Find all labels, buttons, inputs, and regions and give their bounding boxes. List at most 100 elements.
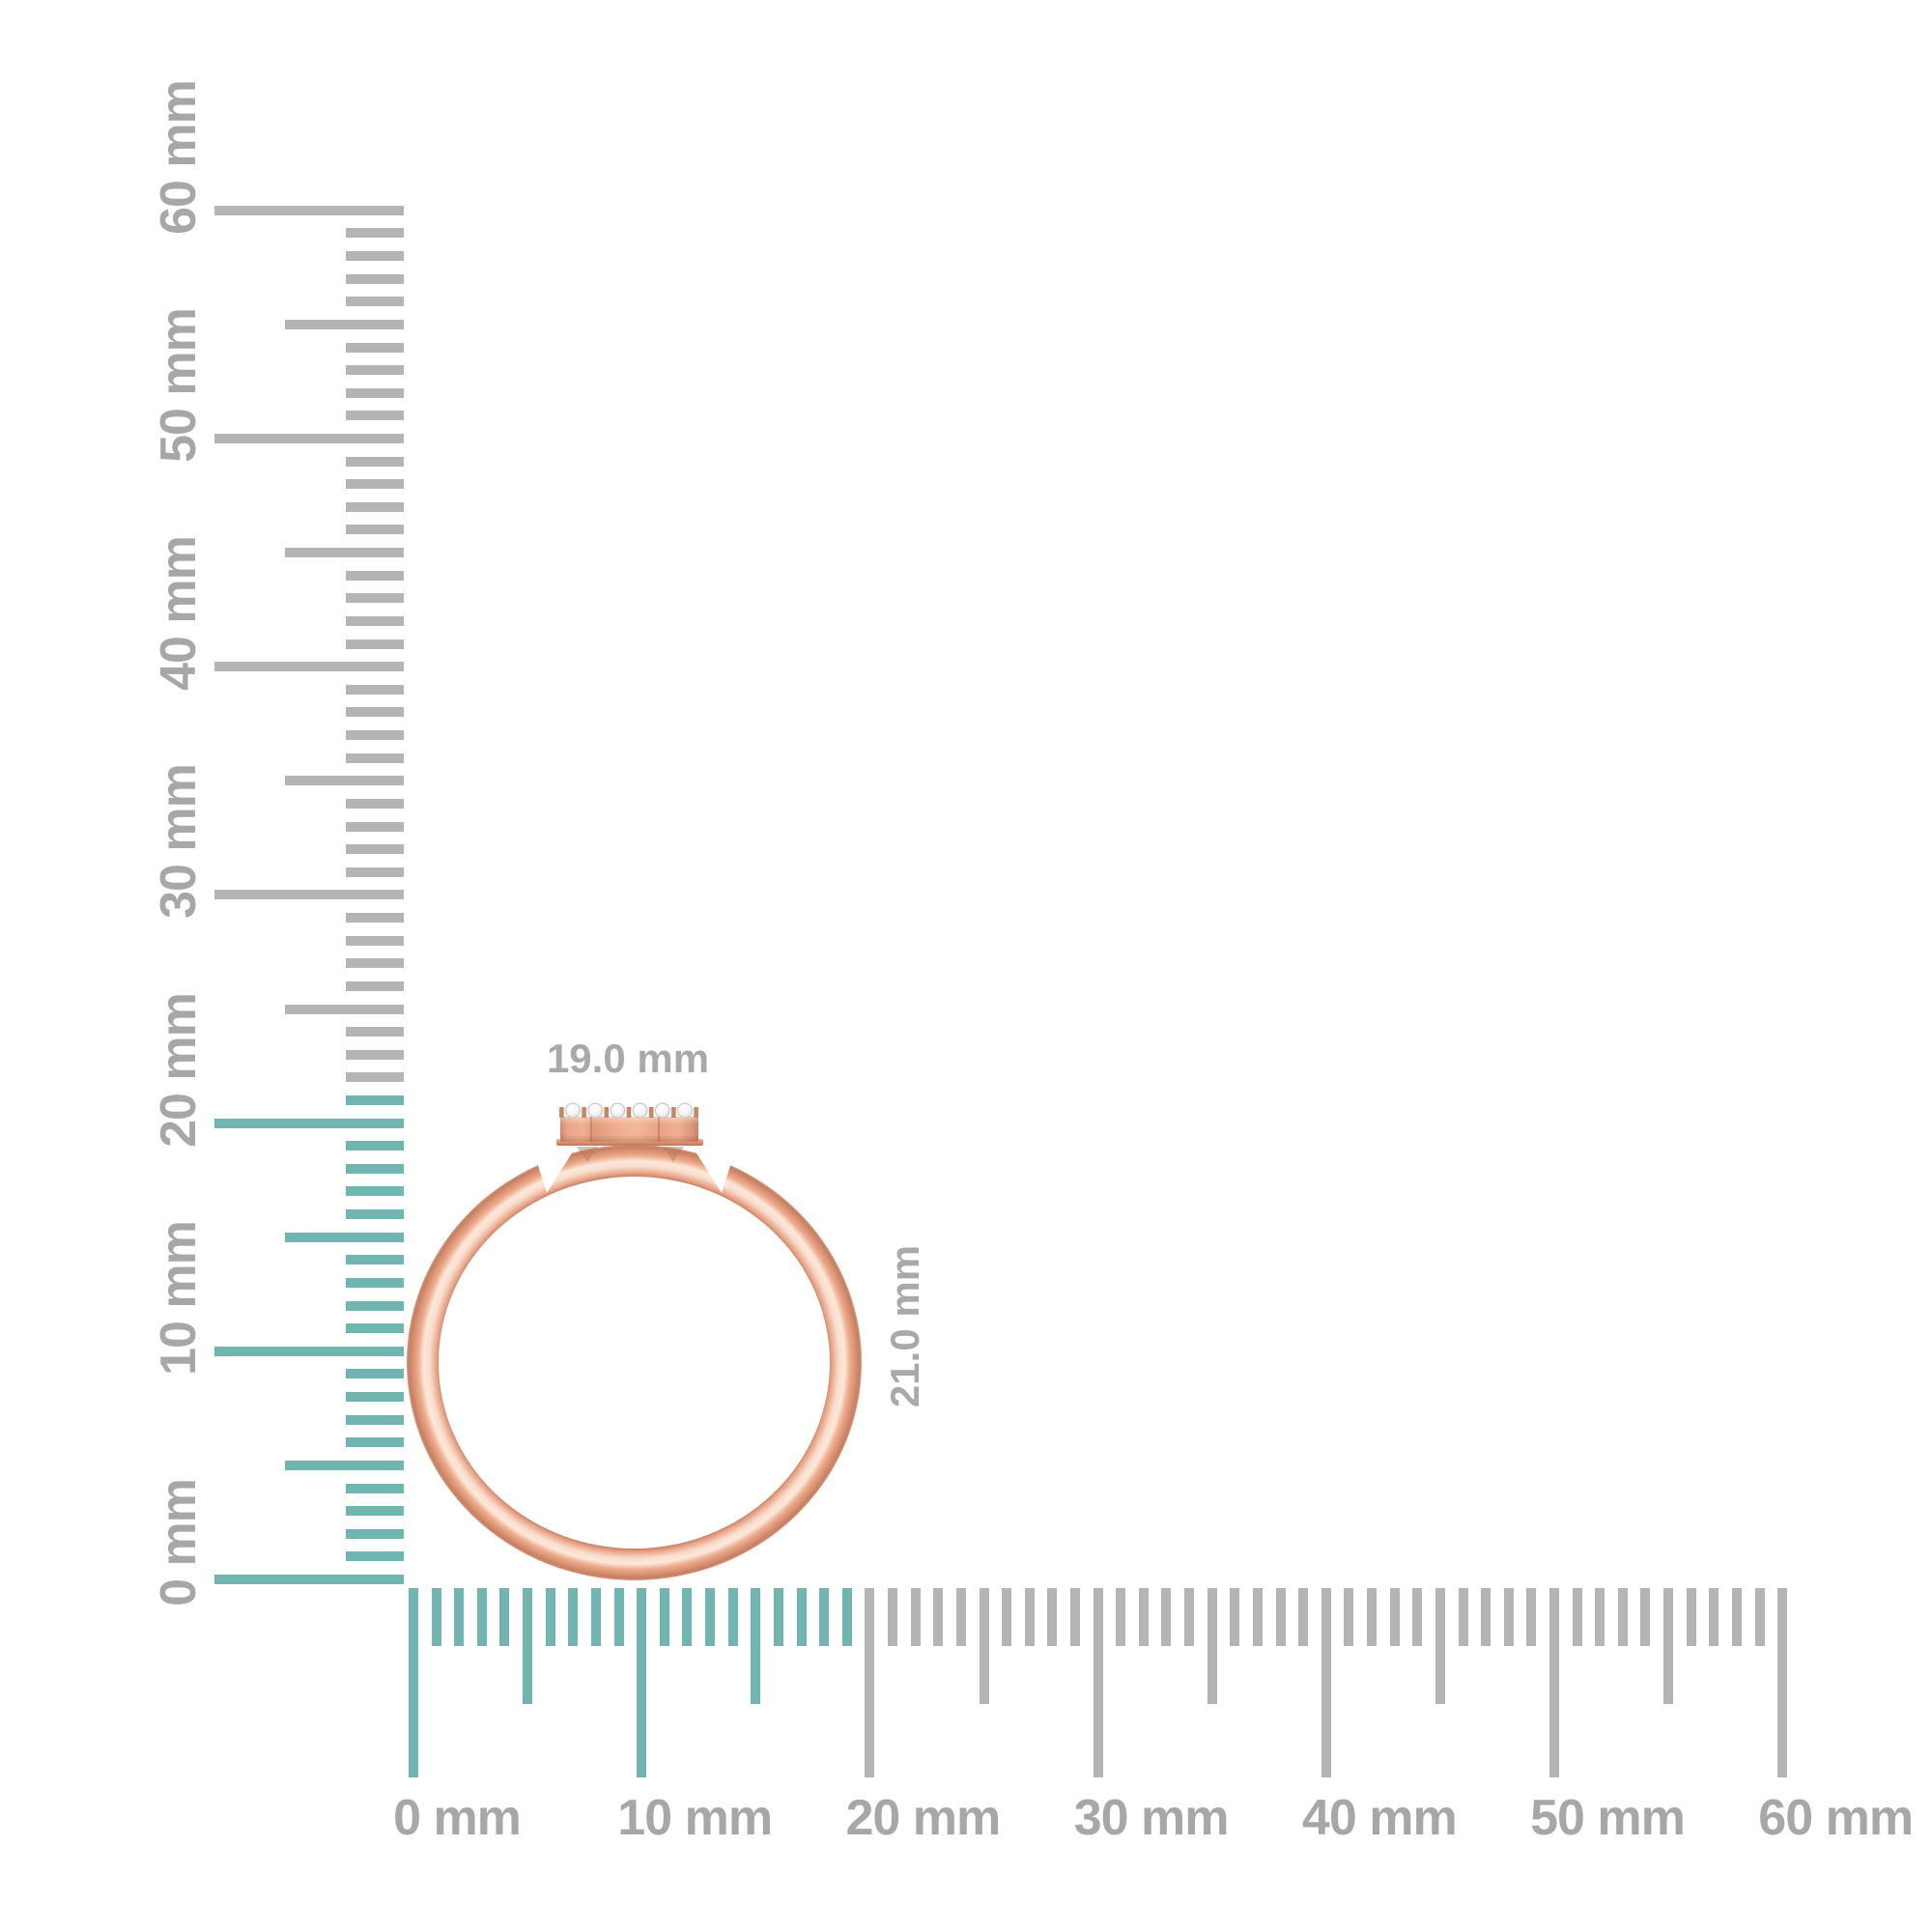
h-tick-18mm [819, 1588, 830, 1646]
h-tick-28mm [1047, 1588, 1058, 1646]
h-tick-49mm [1526, 1588, 1537, 1646]
h-tick-32mm [1138, 1588, 1149, 1646]
v-tick-20mm [214, 1118, 404, 1128]
diamond-stone [654, 1102, 670, 1119]
v-tick-40mm [214, 662, 404, 672]
v-tick-9mm [346, 1369, 404, 1379]
v-tick-18mm [346, 1163, 404, 1174]
v-tick-23mm [346, 1049, 404, 1060]
h-tick-6mm [545, 1588, 555, 1646]
v-tick-2mm [346, 1528, 404, 1539]
v-tick-55mm [285, 319, 404, 329]
ring-image [391, 1087, 884, 1594]
v-tick-41mm [346, 639, 404, 649]
v-tick-5mm [285, 1460, 404, 1470]
v-tick-16mm [346, 1209, 404, 1220]
v-tick-52mm [346, 387, 404, 398]
v-tick-43mm [346, 593, 404, 604]
v-tick-6mm [346, 1437, 404, 1448]
h-tick-10mm [637, 1588, 647, 1777]
h-tick-13mm [705, 1588, 716, 1646]
v-tick-46mm [346, 525, 404, 535]
bezel-post [582, 1107, 586, 1118]
h-tick-33mm [1161, 1588, 1172, 1646]
bezel-post [626, 1107, 632, 1118]
v-tick-39mm [346, 684, 404, 695]
v-ruler-label-20mm: 20 mm [151, 992, 207, 1148]
ring-band-hole [439, 1177, 830, 1548]
h-tick-25mm [979, 1588, 989, 1704]
h-tick-45mm [1435, 1588, 1445, 1704]
h-tick-57mm [1709, 1588, 1719, 1646]
bezel-post [648, 1107, 654, 1118]
band-trim-right [687, 1138, 739, 1193]
h-ruler-label-10mm: 10 mm [617, 1790, 773, 1846]
v-tick-27mm [346, 958, 404, 969]
h-ruler-label-40mm: 40 mm [1301, 1790, 1458, 1846]
h-tick-7mm [568, 1588, 579, 1646]
ring-svg [407, 1102, 862, 1580]
v-tick-10mm [214, 1346, 404, 1356]
h-tick-26mm [1002, 1588, 1012, 1646]
h-tick-8mm [590, 1588, 601, 1646]
v-tick-31mm [346, 867, 404, 877]
h-tick-19mm [841, 1588, 852, 1646]
bezel-post [559, 1107, 564, 1118]
v-tick-3mm [346, 1506, 404, 1517]
v-tick-33mm [346, 821, 404, 832]
v-tick-37mm [346, 730, 404, 741]
v-tick-56mm [346, 297, 404, 307]
h-tick-21mm [888, 1588, 898, 1646]
diamond-stone [677, 1102, 693, 1119]
v-tick-12mm [346, 1300, 404, 1311]
h-tick-54mm [1640, 1588, 1651, 1646]
v-tick-32mm [346, 844, 404, 855]
v-tick-25mm [285, 1004, 404, 1014]
h-ruler-label-20mm: 20 mm [845, 1790, 1002, 1846]
v-ruler-label-40mm: 40 mm [151, 536, 207, 692]
h-tick-22mm [910, 1588, 921, 1646]
h-tick-15mm [751, 1588, 761, 1704]
h-tick-39mm [1298, 1588, 1309, 1646]
h-tick-30mm [1093, 1588, 1103, 1777]
v-tick-24mm [346, 1027, 404, 1037]
h-tick-48mm [1503, 1588, 1514, 1646]
v-tick-60mm [214, 205, 404, 215]
h-tick-41mm [1344, 1588, 1354, 1646]
h-tick-34mm [1184, 1588, 1195, 1646]
h-tick-1mm [431, 1588, 441, 1646]
v-tick-48mm [346, 479, 404, 490]
v-tick-36mm [346, 753, 404, 763]
h-tick-43mm [1389, 1588, 1400, 1646]
v-tick-57mm [346, 273, 404, 284]
h-tick-56mm [1686, 1588, 1696, 1646]
h-tick-40mm [1321, 1588, 1331, 1777]
v-tick-44mm [346, 570, 404, 581]
h-tick-59mm [1754, 1588, 1765, 1646]
h-tick-9mm [613, 1588, 624, 1646]
h-tick-35mm [1207, 1588, 1217, 1704]
h-tick-29mm [1069, 1588, 1080, 1646]
h-tick-3mm [476, 1588, 487, 1646]
h-tick-44mm [1412, 1588, 1423, 1646]
v-tick-49mm [346, 456, 404, 467]
h-tick-0mm [409, 1588, 418, 1777]
v-tick-35mm [285, 776, 404, 786]
v-tick-17mm [346, 1186, 404, 1197]
v-tick-7mm [346, 1414, 404, 1425]
h-tick-38mm [1275, 1588, 1286, 1646]
bezel-post [604, 1107, 610, 1118]
v-tick-15mm [285, 1232, 404, 1242]
diamond-stone [610, 1102, 626, 1119]
h-ruler-label-30mm: 30 mm [1073, 1790, 1230, 1846]
v-tick-50mm [214, 434, 404, 443]
bezel-post [694, 1107, 698, 1118]
bezel-bar-shading [560, 1117, 698, 1142]
v-ruler-label-10mm: 10 mm [151, 1220, 207, 1376]
bezel-seam-left [590, 1117, 592, 1142]
h-tick-11mm [659, 1588, 669, 1646]
v-tick-54mm [346, 342, 404, 353]
v-ruler-label-50mm: 50 mm [151, 308, 207, 463]
v-tick-4mm [346, 1483, 404, 1493]
v-ruler-label-60mm: 60 mm [151, 79, 207, 235]
